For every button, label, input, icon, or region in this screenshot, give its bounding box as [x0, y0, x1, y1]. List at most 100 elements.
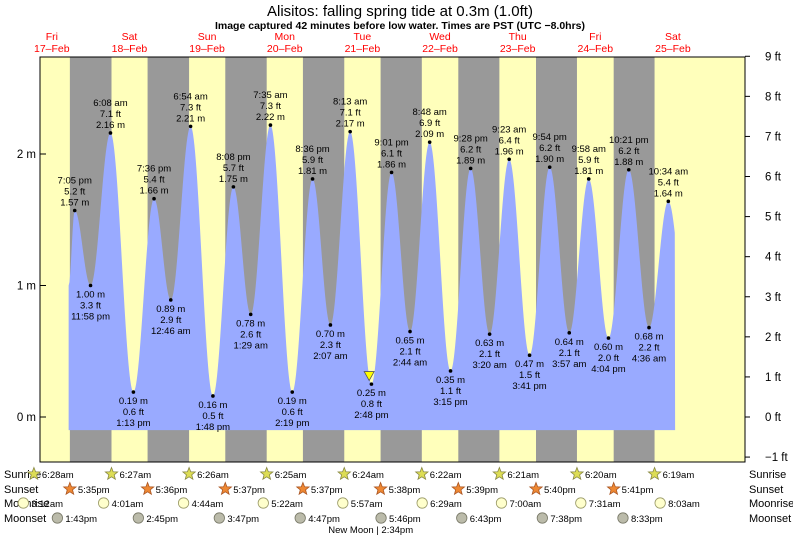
tide-m-label: 1.81 m	[298, 166, 327, 177]
moonrise-icon	[416, 497, 428, 509]
tide-m-label: 1.96 m	[495, 146, 524, 157]
moonset-icon	[456, 512, 468, 524]
sunrise-icon	[181, 466, 197, 481]
moon-phase-label: New Moon | 2:34pm	[328, 525, 413, 536]
tide-time-label: 6:54 am	[173, 91, 207, 102]
tide-time-label: 8:48 am	[413, 107, 447, 118]
tide-ft-label: 2.2 ft	[638, 343, 659, 354]
tide-m-label: 0.68 m	[634, 332, 663, 343]
tide-ft-label: 7.3 ft	[260, 101, 281, 112]
y-tick-label-right: 8 ft	[765, 91, 782, 103]
tide-ft-label: 0.6 ft	[282, 407, 303, 418]
tide-point	[188, 124, 193, 129]
row-label-left: Moonset	[4, 513, 46, 525]
current-level-marker	[363, 371, 375, 382]
tide-time-label: 3:57 am	[552, 359, 586, 370]
sunset-icon	[62, 481, 78, 496]
sunset-icon	[295, 481, 311, 496]
tide-point	[72, 208, 77, 213]
day-date: 25–Feb	[655, 43, 691, 55]
moonset-time: 4:47pm	[308, 514, 340, 525]
sunset-time: 5:39pm	[466, 485, 498, 496]
moonrise-time: 3:12am	[31, 499, 63, 510]
tide-ft-label: 5.4 ft	[143, 175, 164, 186]
tide-m-label: 2.21 m	[176, 113, 205, 124]
tide-m-label: 1.64 m	[654, 188, 683, 199]
day-date: 21–Feb	[345, 43, 381, 55]
day-labels: Fri17–FebSat18–FebSun19–FebMon20–FebTue2…	[34, 31, 691, 55]
tide-point	[647, 325, 651, 330]
sunset-time: 5:35pm	[78, 485, 110, 496]
sunrise-time: 6:24am	[352, 470, 384, 481]
sunrise-time: 6:19am	[663, 470, 695, 481]
tide-time-label: 3:15 pm	[433, 397, 467, 408]
tide-ft-label: 1.5 ft	[519, 370, 540, 381]
moonrise-icon	[257, 497, 269, 509]
sunrise-icon	[414, 466, 430, 481]
moonset-time: 2:45pm	[146, 514, 178, 525]
tide-point	[168, 298, 173, 302]
chart-title: Alisitos: falling spring tide at 0.3m (1…	[267, 3, 533, 20]
tide-point	[211, 394, 215, 398]
day-weekday: Tue	[354, 31, 372, 43]
tide-time-label: 10:21 pm	[609, 135, 649, 146]
tide-time-label: 7:35 am	[253, 90, 287, 101]
tide-ft-label: 7.3 ft	[180, 102, 201, 113]
tide-time-label: 9:23 am	[492, 124, 526, 135]
tide-point	[369, 382, 374, 386]
day-weekday: Mon	[275, 31, 296, 43]
tide-point	[507, 157, 511, 162]
tide-time-label: 8:36 pm	[295, 144, 329, 155]
tide-point	[666, 199, 671, 204]
tide-time-label: 2:44 am	[393, 358, 427, 369]
y-tick-label-right: −1 ft	[765, 452, 789, 464]
moonrise-time: 4:01am	[112, 499, 144, 510]
tide-point	[88, 283, 93, 288]
moonrise-time: 4:44am	[192, 499, 224, 510]
day-date: 19–Feb	[189, 43, 225, 55]
tide-m-label: 0.60 m	[594, 342, 623, 353]
tide-area	[68, 125, 676, 431]
tide-point	[547, 165, 552, 169]
tide-time-label: 2:48 pm	[354, 410, 388, 421]
day-weekday: Thu	[509, 31, 527, 43]
sunrise-icon	[492, 466, 507, 481]
tide-time-label: 4:04 pm	[591, 364, 625, 375]
moonrise-icon	[654, 497, 666, 509]
day-weekday: Sat	[122, 31, 138, 43]
tide-m-label: 0.65 m	[396, 336, 425, 347]
tide-m-label: 2.22 m	[256, 112, 285, 123]
tide-ft-label: 2.1 ft	[479, 349, 500, 360]
sunset-time: 5:38pm	[389, 485, 421, 496]
moonrise-time: 5:57am	[351, 499, 383, 510]
day-date: 20–Feb	[267, 43, 303, 55]
moonrise-icon	[17, 497, 29, 509]
y-tick-label-right: 0 ft	[765, 412, 782, 424]
tide-ft-label: 2.3 ft	[320, 340, 341, 351]
tide-ft-label: 2.6 ft	[240, 329, 261, 340]
tide-m-label: 0.19 m	[278, 396, 307, 407]
tide-ft-label: 6.4 ft	[499, 135, 520, 146]
tide-m-label: 1.66 m	[140, 186, 169, 197]
tide-point	[268, 123, 273, 127]
tide-m-label: 0.64 m	[555, 337, 584, 348]
tide-point	[328, 323, 333, 327]
sunrise-time: 6:25am	[275, 470, 307, 481]
tide-time-label: 3:41 pm	[512, 381, 546, 392]
tide-m-label: 0.70 m	[316, 329, 345, 340]
moonset-time: 6:43pm	[470, 514, 502, 525]
tide-ft-label: 2.1 ft	[559, 348, 580, 359]
sunrise-time: 6:20am	[585, 470, 617, 481]
moonrise-time: 8:03am	[668, 499, 700, 510]
tide-m-label: 0.25 m	[357, 388, 386, 399]
y-tick-label-right: 3 ft	[765, 292, 782, 304]
moonrise-icon	[495, 497, 508, 509]
tide-point	[131, 390, 136, 394]
tide-m-label: 1.81 m	[574, 166, 603, 177]
y-tick-label-right: 9 ft	[765, 51, 782, 63]
tide-m-label: 0.89 m	[156, 304, 185, 315]
tide-point	[231, 185, 236, 189]
sunrise-time: 6:21am	[507, 470, 539, 481]
daylight-band	[40, 57, 70, 462]
